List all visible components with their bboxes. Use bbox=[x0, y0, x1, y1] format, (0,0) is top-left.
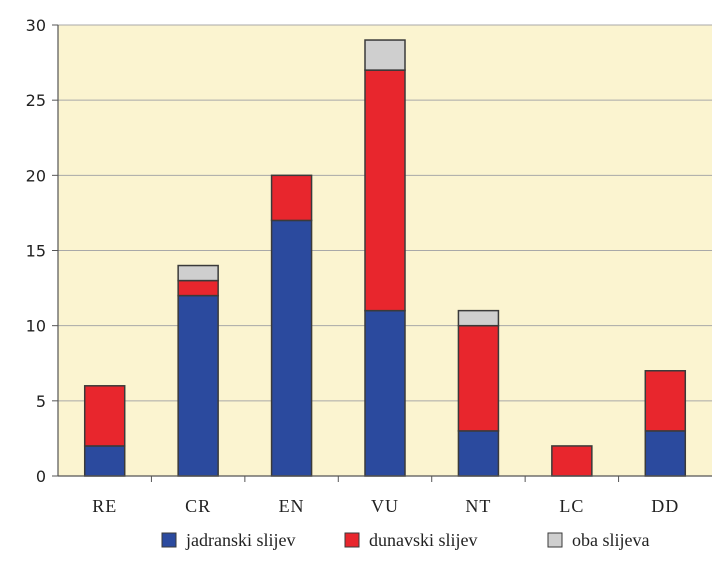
x-tick-label: VU bbox=[371, 496, 399, 516]
legend-label: oba slijeva bbox=[572, 530, 649, 550]
legend-swatch bbox=[547, 532, 563, 548]
bar-cr-series-3 bbox=[177, 264, 219, 282]
y-tick-label: 15 bbox=[26, 242, 46, 261]
bar-en-series-1 bbox=[270, 219, 313, 477]
bar-nt-series-2 bbox=[457, 324, 500, 432]
bar-nt-series-1 bbox=[457, 430, 500, 477]
bar-vu-series-1 bbox=[364, 309, 406, 477]
legend: jadranski slijev dunavski slijev oba slije… bbox=[161, 530, 649, 550]
bar-dd-series-2 bbox=[644, 370, 687, 432]
x-tick-label: EN bbox=[279, 496, 305, 516]
x-tick-label: RE bbox=[92, 496, 117, 516]
bar-en-series-2 bbox=[270, 174, 313, 222]
x-tick-label: CR bbox=[185, 496, 211, 516]
legend-label: jadranski slijev bbox=[185, 530, 295, 550]
bar-cr-series-2 bbox=[177, 279, 219, 297]
bars bbox=[83, 39, 687, 477]
bar-nt-series-3 bbox=[457, 309, 500, 327]
bar-re-series-2 bbox=[83, 385, 126, 447]
x-tick-label: DD bbox=[651, 496, 679, 516]
x-tick-label: LC bbox=[559, 496, 584, 516]
y-tick-label: 10 bbox=[26, 317, 46, 336]
bar-cr-series-1 bbox=[177, 294, 219, 477]
legend-swatch bbox=[344, 532, 360, 548]
bar-vu-series-2 bbox=[364, 69, 406, 312]
legend-label: dunavski slijev bbox=[369, 530, 478, 550]
bar-vu-series-3 bbox=[364, 39, 406, 71]
y-tick-label: 0 bbox=[36, 467, 46, 486]
y-tick-label: 5 bbox=[36, 392, 46, 411]
bar-lc-series-2 bbox=[551, 445, 593, 477]
axes: 0 5 10 15 20 25 30 RE CR EN VU NT LC DD bbox=[26, 16, 712, 516]
y-tick-label: 20 bbox=[26, 166, 46, 185]
legend-swatch bbox=[161, 532, 177, 548]
x-tick-label: NT bbox=[465, 496, 491, 516]
y-tick-label: 30 bbox=[26, 16, 46, 35]
bar-re-series-1 bbox=[83, 445, 126, 477]
bar-dd-series-1 bbox=[644, 430, 687, 477]
y-tick-label: 25 bbox=[26, 91, 46, 110]
